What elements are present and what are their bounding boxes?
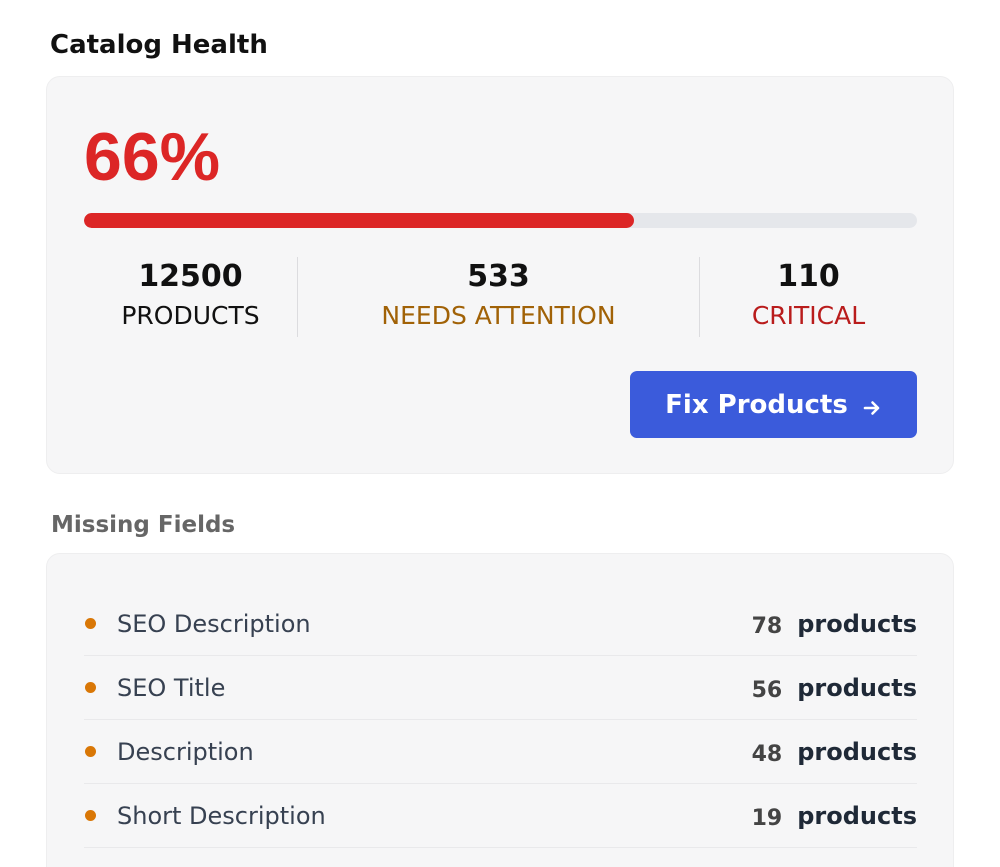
field-name: Short Description: [117, 801, 326, 830]
field-count: 78: [751, 614, 783, 639]
missing-field-row[interactable]: SEO Description 78 products: [84, 592, 917, 656]
field-count: 56: [751, 678, 783, 703]
health-score: 66%: [84, 119, 221, 195]
field-unit: products: [797, 737, 917, 766]
health-progress-bar: [84, 213, 917, 228]
page-title: Catalog Health: [50, 30, 268, 60]
missing-fields-card: SEO Description 78 products SEO Title 56…: [46, 553, 954, 867]
field-name: SEO Description: [117, 609, 311, 638]
field-count: 48: [751, 742, 783, 767]
stat-products-value: 12500: [138, 259, 243, 294]
stat-products-label: PRODUCTS: [121, 301, 260, 330]
catalog-health-card: 66% 12500 PRODUCTS 533 NEEDS ATTENTION 1…: [46, 76, 954, 474]
missing-fields-list: SEO Description 78 products SEO Title 56…: [84, 592, 917, 848]
dot-icon: [85, 682, 96, 693]
health-progress-fill: [84, 213, 634, 228]
field-unit: products: [797, 673, 917, 702]
stat-critical-value: 110: [777, 259, 840, 294]
field-unit: products: [797, 801, 917, 830]
stat-products: 12500 PRODUCTS: [84, 257, 297, 337]
stat-critical-label: CRITICAL: [751, 301, 866, 330]
fix-products-button[interactable]: Fix Products: [630, 371, 917, 438]
stat-needs-attention: 533 NEEDS ATTENTION: [297, 257, 700, 337]
stat-critical: 110 CRITICAL: [700, 257, 917, 337]
dot-icon: [85, 618, 96, 629]
missing-field-row[interactable]: Description 48 products: [84, 720, 917, 784]
field-name: Description: [117, 737, 254, 766]
field-unit: products: [797, 609, 917, 638]
stat-needs-attention-label: NEEDS ATTENTION: [381, 301, 616, 330]
field-name: SEO Title: [117, 673, 226, 702]
stats-row: 12500 PRODUCTS 533 NEEDS ATTENTION 110 C…: [84, 257, 917, 337]
field-count: 19: [751, 806, 783, 831]
missing-fields-title: Missing Fields: [51, 512, 236, 538]
missing-field-row[interactable]: SEO Title 56 products: [84, 656, 917, 720]
dot-icon: [85, 810, 96, 821]
dot-icon: [85, 746, 96, 757]
arrow-right-icon: [862, 395, 882, 415]
missing-field-row[interactable]: Short Description 19 products: [84, 784, 917, 848]
stat-needs-attention-value: 533: [467, 259, 530, 294]
fix-products-label: Fix Products: [665, 389, 848, 420]
